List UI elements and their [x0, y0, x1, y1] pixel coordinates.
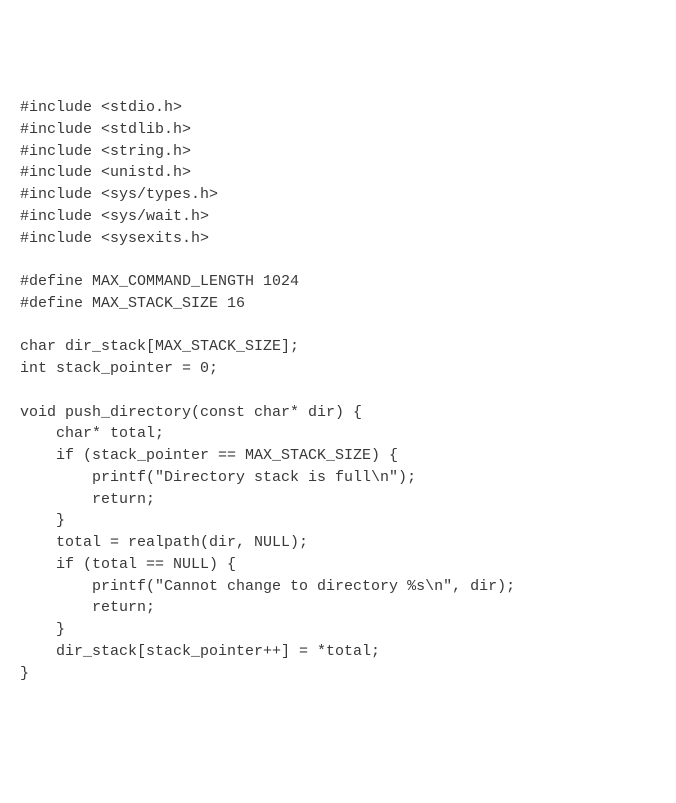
code-block: #include <stdio.h>#include <stdlib.h>#in…: [20, 97, 656, 684]
code-line: }: [20, 619, 656, 641]
code-line: dir_stack[stack_pointer++] = *total;: [20, 641, 656, 663]
code-line: #include <unistd.h>: [20, 162, 656, 184]
code-line: printf("Cannot change to directory %s\n"…: [20, 576, 656, 598]
code-line: #include <stdio.h>: [20, 97, 656, 119]
code-line: #include <sys/wait.h>: [20, 206, 656, 228]
code-line: #define MAX_COMMAND_LENGTH 1024: [20, 271, 656, 293]
code-line: #include <sysexits.h>: [20, 228, 656, 250]
code-line: if (stack_pointer == MAX_STACK_SIZE) {: [20, 445, 656, 467]
code-line: #include <sys/types.h>: [20, 184, 656, 206]
code-line: return;: [20, 489, 656, 511]
code-line: [20, 315, 656, 337]
code-line: #include <stdlib.h>: [20, 119, 656, 141]
code-line: printf("Directory stack is full\n");: [20, 467, 656, 489]
code-line: int stack_pointer = 0;: [20, 358, 656, 380]
code-line: }: [20, 510, 656, 532]
code-line: total = realpath(dir, NULL);: [20, 532, 656, 554]
code-line: }: [20, 663, 656, 685]
code-line: [20, 380, 656, 402]
code-line: [20, 249, 656, 271]
code-line: void push_directory(const char* dir) {: [20, 402, 656, 424]
code-line: if (total == NULL) {: [20, 554, 656, 576]
code-line: #define MAX_STACK_SIZE 16: [20, 293, 656, 315]
code-line: char dir_stack[MAX_STACK_SIZE];: [20, 336, 656, 358]
code-line: return;: [20, 597, 656, 619]
code-line: #include <string.h>: [20, 141, 656, 163]
code-line: char* total;: [20, 423, 656, 445]
